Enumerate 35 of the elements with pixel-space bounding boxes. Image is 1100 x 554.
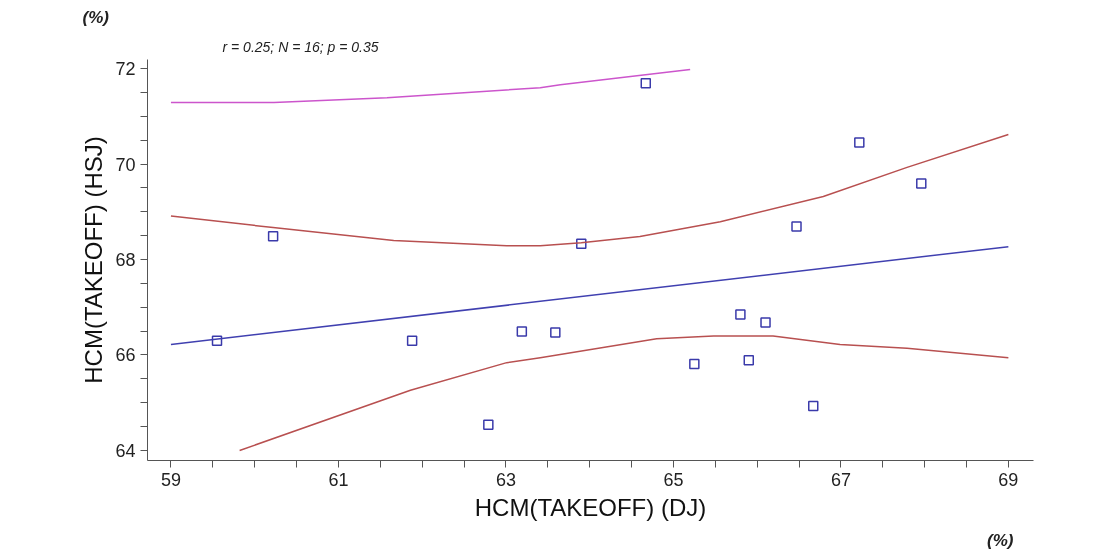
point <box>550 327 561 338</box>
y-tick-label: 70 <box>115 154 136 175</box>
point <box>516 326 528 337</box>
point <box>406 335 418 346</box>
x-tick-label: 67 <box>830 469 851 490</box>
y-tick-label: 64 <box>115 440 136 461</box>
line-series <box>238 335 1010 452</box>
point <box>576 238 587 250</box>
y-tick-label: 66 <box>115 345 136 366</box>
text: r = 0.25; N = 16; p = 0.35 <box>222 38 379 55</box>
point <box>854 137 865 148</box>
x-tick-label: 61 <box>328 469 349 490</box>
point <box>808 400 819 412</box>
y-axis-title: HCM(TAKEOFF) (HSJ) <box>80 136 108 384</box>
point <box>791 221 802 232</box>
point <box>689 358 700 370</box>
point <box>640 78 652 89</box>
y-tick-label: 72 <box>115 59 136 80</box>
line-series <box>170 68 691 104</box>
point <box>743 355 755 366</box>
point <box>211 335 223 346</box>
point <box>483 419 494 430</box>
x-axis-title: HCM(TAKEOFF) (DJ) <box>474 493 707 521</box>
x-tick-label: 63 <box>495 469 516 490</box>
point <box>267 230 279 242</box>
x-tick-label: 59 <box>160 469 181 490</box>
y-tick-label: 68 <box>115 250 136 271</box>
point <box>916 178 927 189</box>
line-series <box>170 133 1010 247</box>
point <box>760 317 771 328</box>
x-tick-label: 69 <box>998 469 1019 490</box>
text: (%) <box>987 530 1014 550</box>
text: (%) <box>82 7 110 27</box>
x-tick-label: 65 <box>663 469 684 490</box>
point <box>735 309 746 320</box>
